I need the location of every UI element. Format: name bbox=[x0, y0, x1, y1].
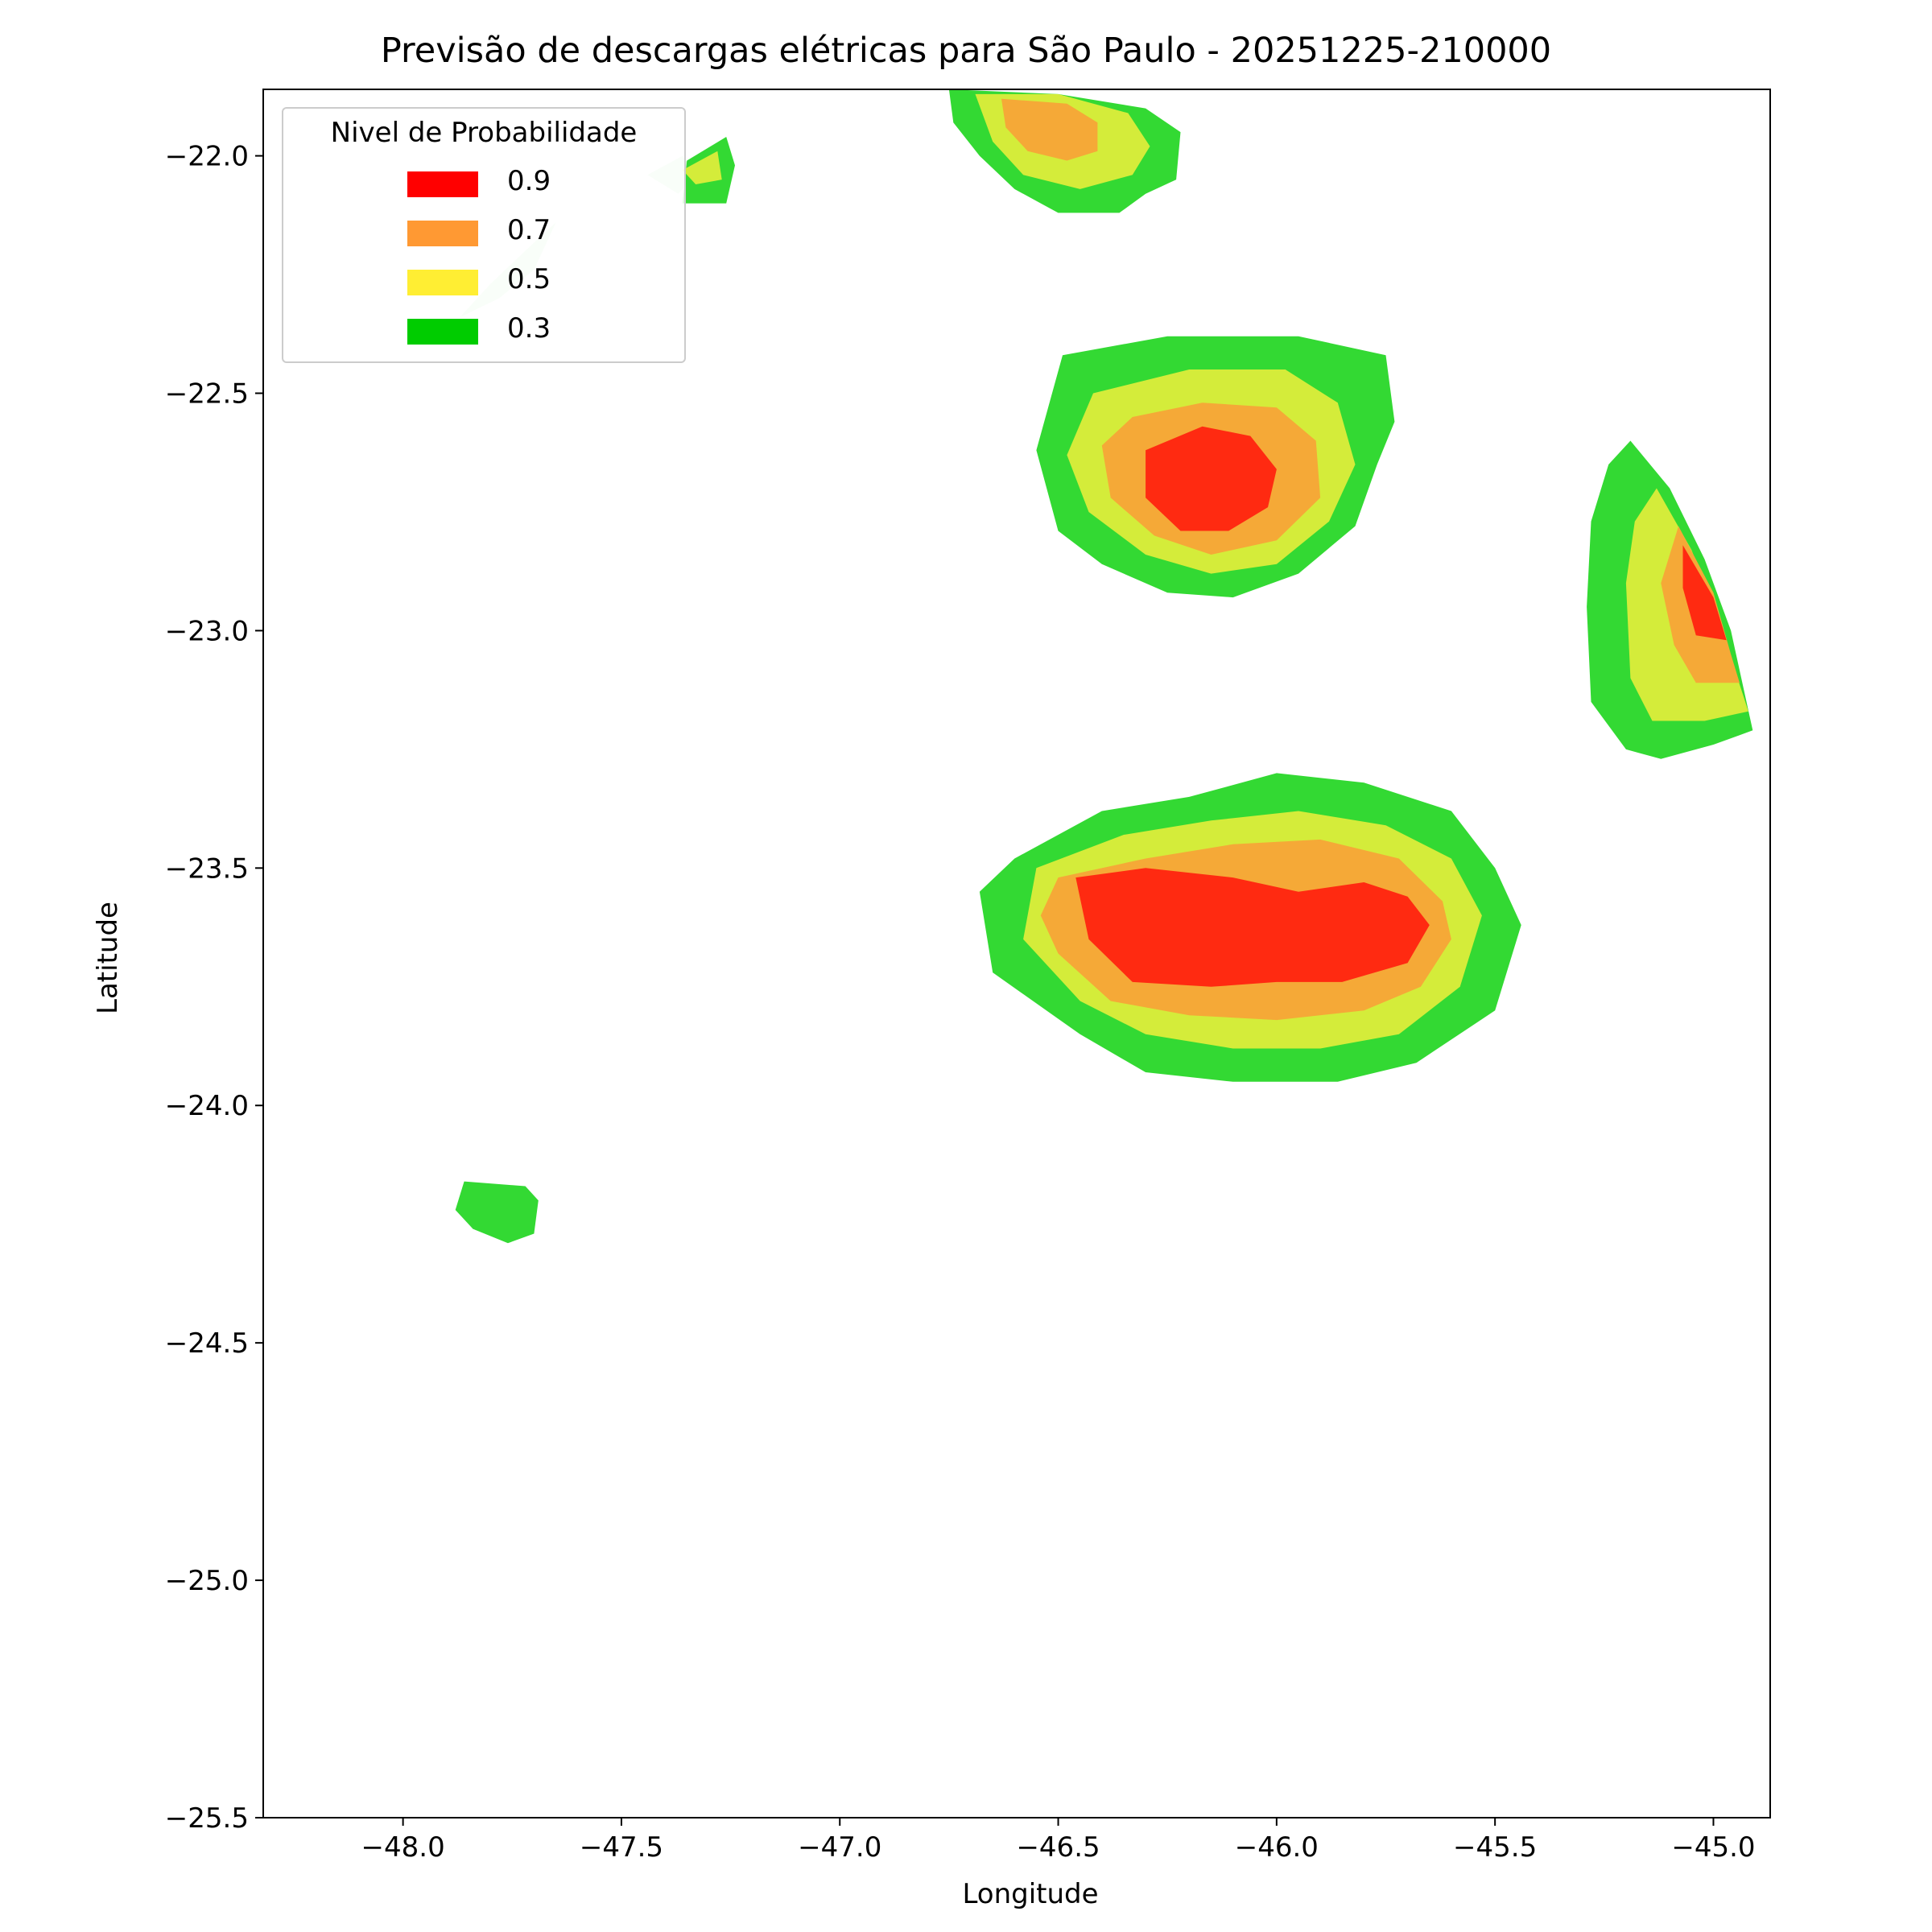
legend-swatch bbox=[407, 171, 478, 197]
legend-entry-0.9: 0.9 bbox=[283, 163, 684, 204]
x-tick-label: −48.0 bbox=[361, 1831, 445, 1864]
x-tick-label: −45.0 bbox=[1671, 1831, 1755, 1864]
contour-level-0.9 bbox=[1146, 426, 1277, 531]
legend-label: 0.3 bbox=[507, 312, 551, 345]
legend-swatch bbox=[407, 270, 478, 295]
legend-entry-0.3: 0.3 bbox=[283, 311, 684, 351]
storm-cell-north bbox=[948, 89, 1181, 213]
contour-level-0.9 bbox=[1682, 545, 1727, 641]
storm-cell-south-central bbox=[979, 773, 1521, 1082]
legend-label: 0.5 bbox=[507, 263, 551, 295]
x-tick-label: −46.5 bbox=[1016, 1831, 1100, 1864]
x-tick-label: −47.5 bbox=[580, 1831, 663, 1864]
legend-swatch bbox=[407, 221, 478, 246]
x-tick-label: −46.0 bbox=[1235, 1831, 1319, 1864]
plot-frame bbox=[262, 89, 1771, 1818]
legend-entry-0.5: 0.5 bbox=[283, 262, 684, 302]
legend-entry-0.7: 0.7 bbox=[283, 213, 684, 253]
chart-title: Previsão de descargas elétricas para São… bbox=[380, 31, 1552, 71]
storm-cell-north-central bbox=[1036, 336, 1395, 598]
y-tick-label: −22.0 bbox=[165, 141, 249, 173]
storm-cell-southwest bbox=[455, 1181, 539, 1244]
y-tick-label: −22.5 bbox=[165, 378, 249, 410]
storm-cell-east bbox=[1587, 440, 1753, 759]
legend-label: 0.9 bbox=[507, 165, 551, 197]
x-tick-label: −47.0 bbox=[798, 1831, 881, 1864]
contour-layer bbox=[455, 89, 1753, 1244]
legend: Nivel de Probabilidade 0.9 0.7 0.5 0.3 bbox=[282, 107, 686, 363]
y-tick-label: −25.0 bbox=[165, 1565, 249, 1597]
x-tick-label: −45.5 bbox=[1453, 1831, 1537, 1864]
legend-title: Nivel de Probabilidade bbox=[330, 117, 638, 149]
contour-level-0.5 bbox=[682, 151, 722, 184]
x-axis: −48.0 −47.5 −47.0 −46.5 −46.0 −45.5 −45.0 bbox=[361, 1818, 1756, 1864]
y-tick-label: −23.5 bbox=[165, 852, 249, 885]
legend-label: 0.7 bbox=[507, 214, 551, 246]
y-tick-label: −23.0 bbox=[165, 615, 249, 647]
contour-level-0.7 bbox=[1001, 98, 1098, 161]
contour-level-0.3 bbox=[455, 1181, 539, 1244]
y-axis: −22.0 −22.5 −23.0 −23.5 −24.0 −24.5 −25.0 −25.5 bbox=[165, 141, 263, 1835]
y-axis-label: Latitude bbox=[92, 902, 124, 1014]
y-tick-label: −24.0 bbox=[165, 1090, 249, 1122]
y-tick-label: −24.5 bbox=[165, 1327, 249, 1360]
contour-level-0.9 bbox=[1075, 868, 1430, 987]
y-tick-label: −25.5 bbox=[165, 1802, 249, 1835]
legend-swatch bbox=[407, 319, 478, 345]
x-axis-label: Longitude bbox=[962, 1878, 1099, 1910]
